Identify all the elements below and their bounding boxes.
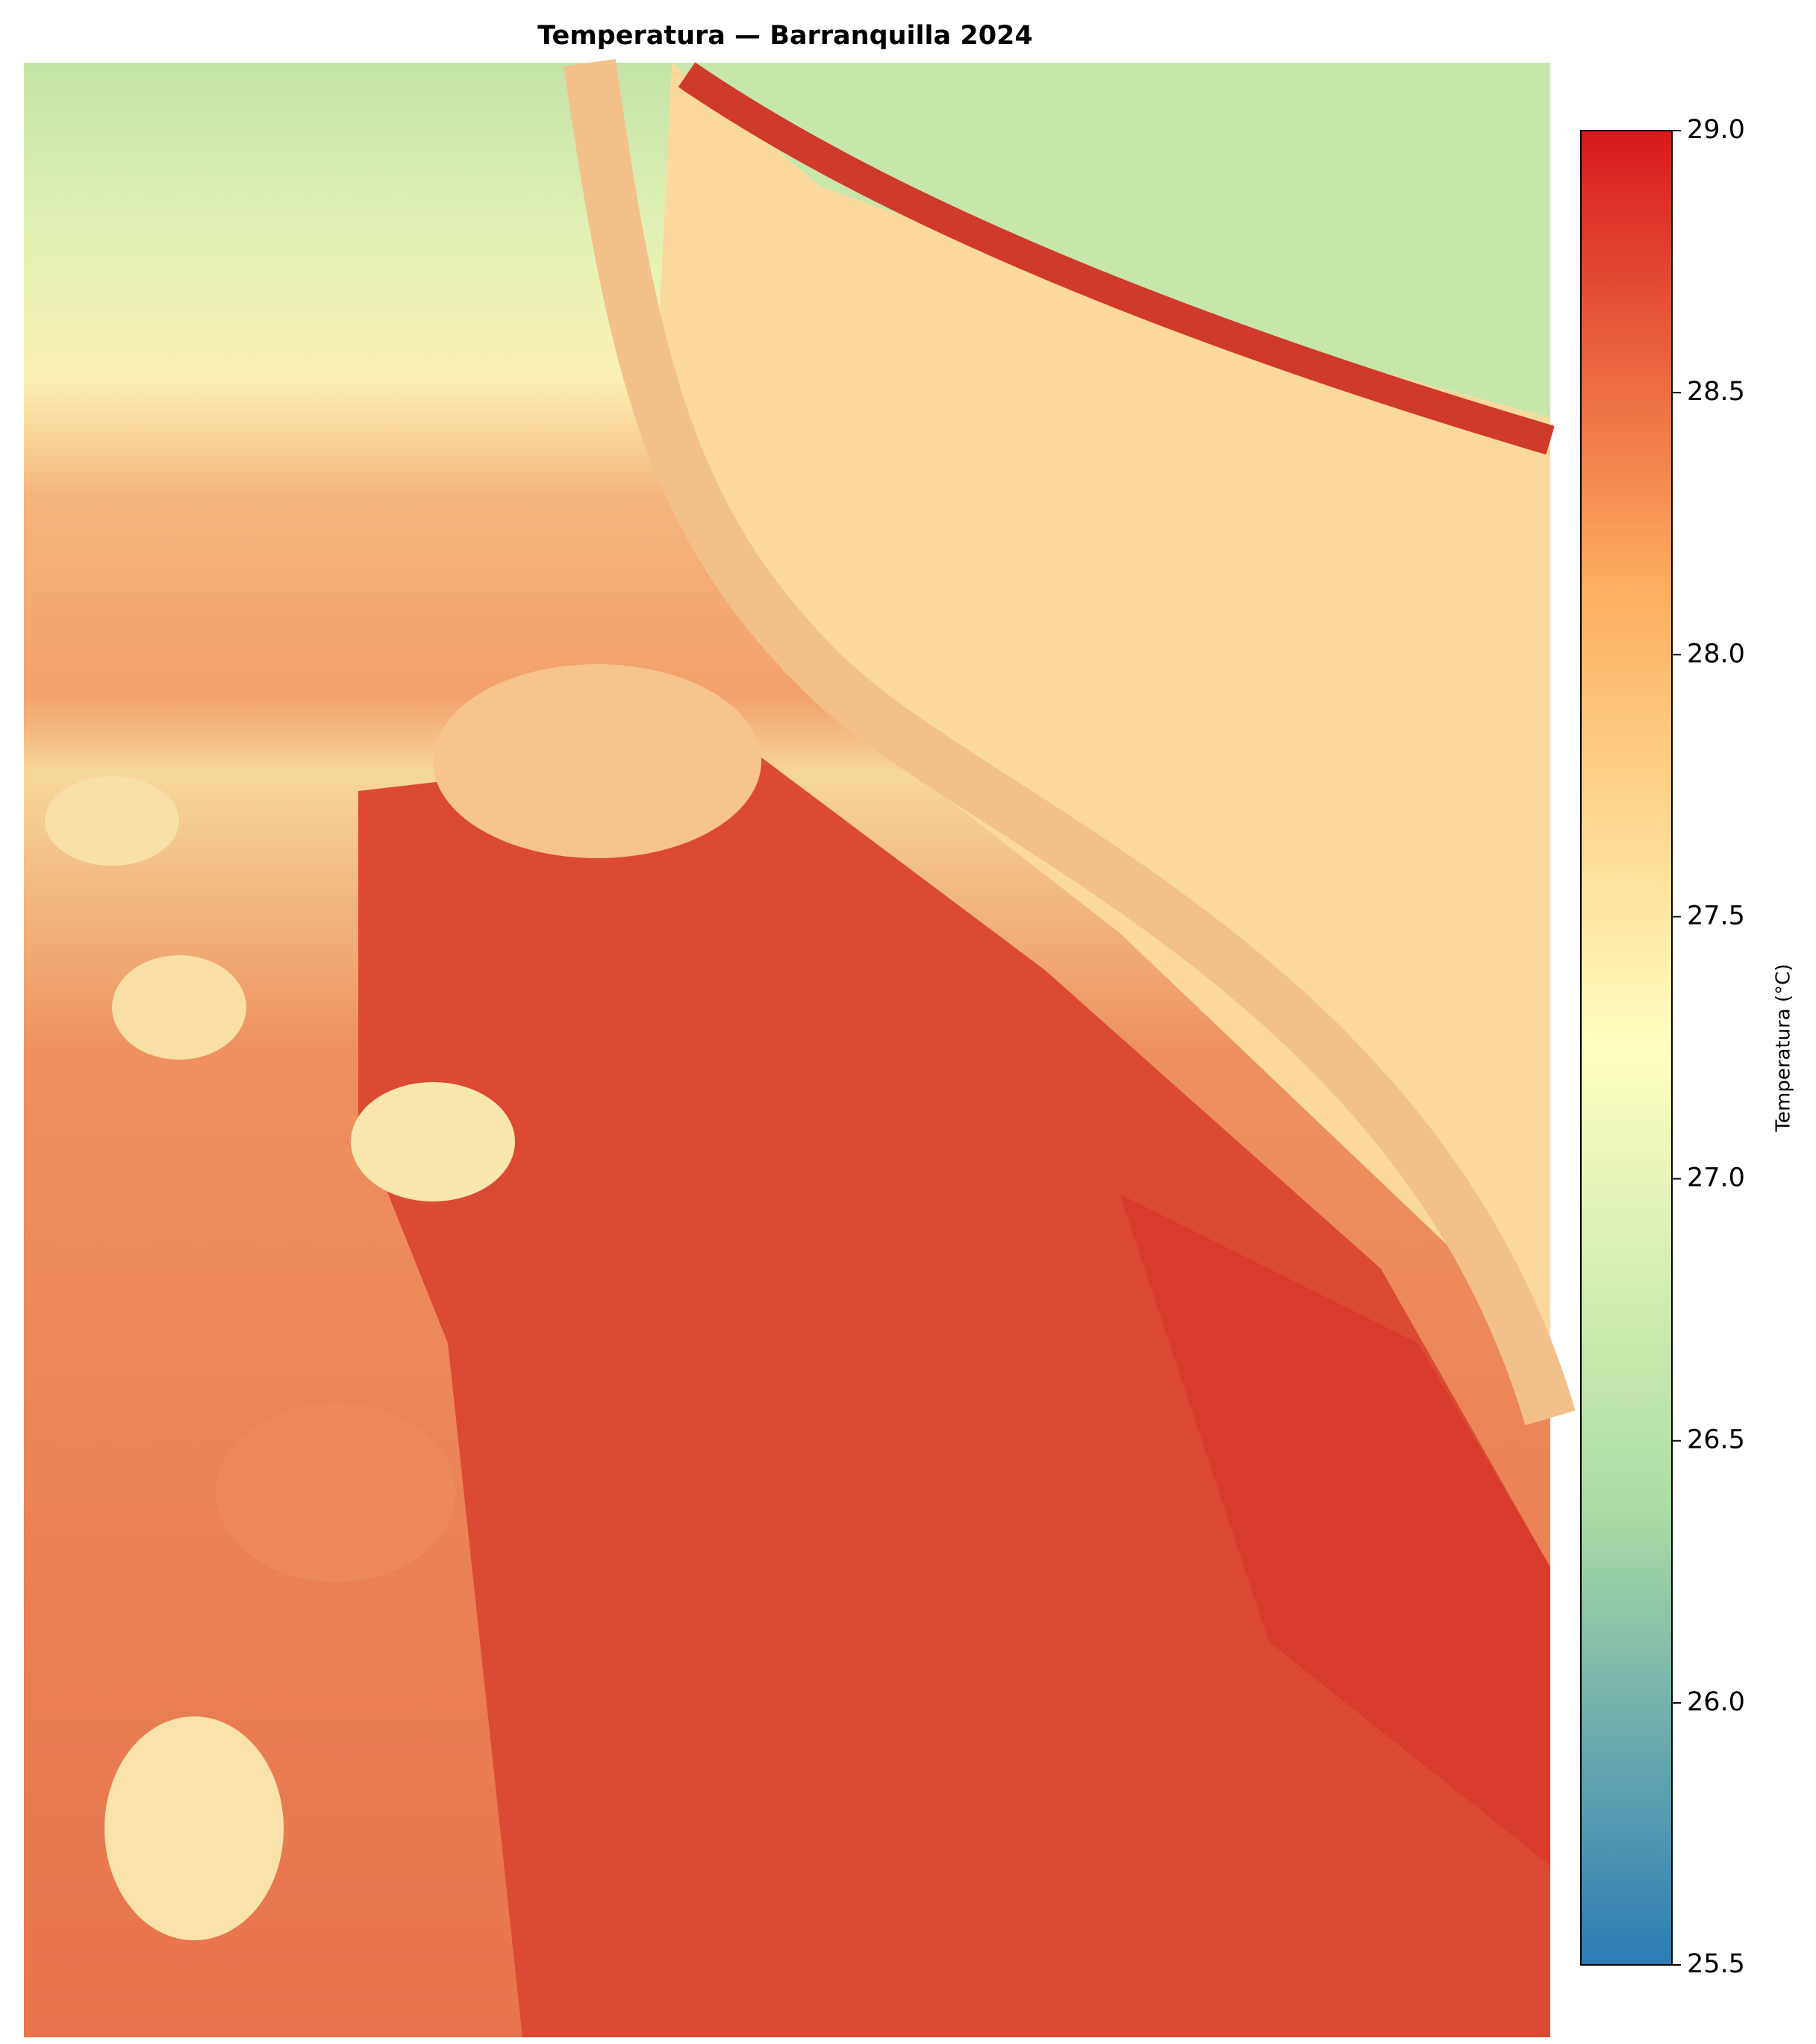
tick-label: 28.0 xyxy=(1687,639,1745,669)
tick-label: 26.0 xyxy=(1687,1687,1745,1717)
tick-label: 27.5 xyxy=(1687,901,1745,931)
tick-label: 28.5 xyxy=(1687,377,1745,407)
map xyxy=(24,59,1576,2037)
chart-title: Temperatura — Barranquilla 2024 xyxy=(537,21,1033,51)
tick-label: 29.0 xyxy=(1687,115,1745,145)
colorbar xyxy=(1580,130,1673,1966)
tick-label: 26.5 xyxy=(1687,1425,1745,1455)
colorbar-label: Temperatura (°C) xyxy=(1773,964,1795,1133)
tick-label: 25.5 xyxy=(1687,1949,1745,1979)
tick-label: 27.0 xyxy=(1687,1163,1745,1193)
